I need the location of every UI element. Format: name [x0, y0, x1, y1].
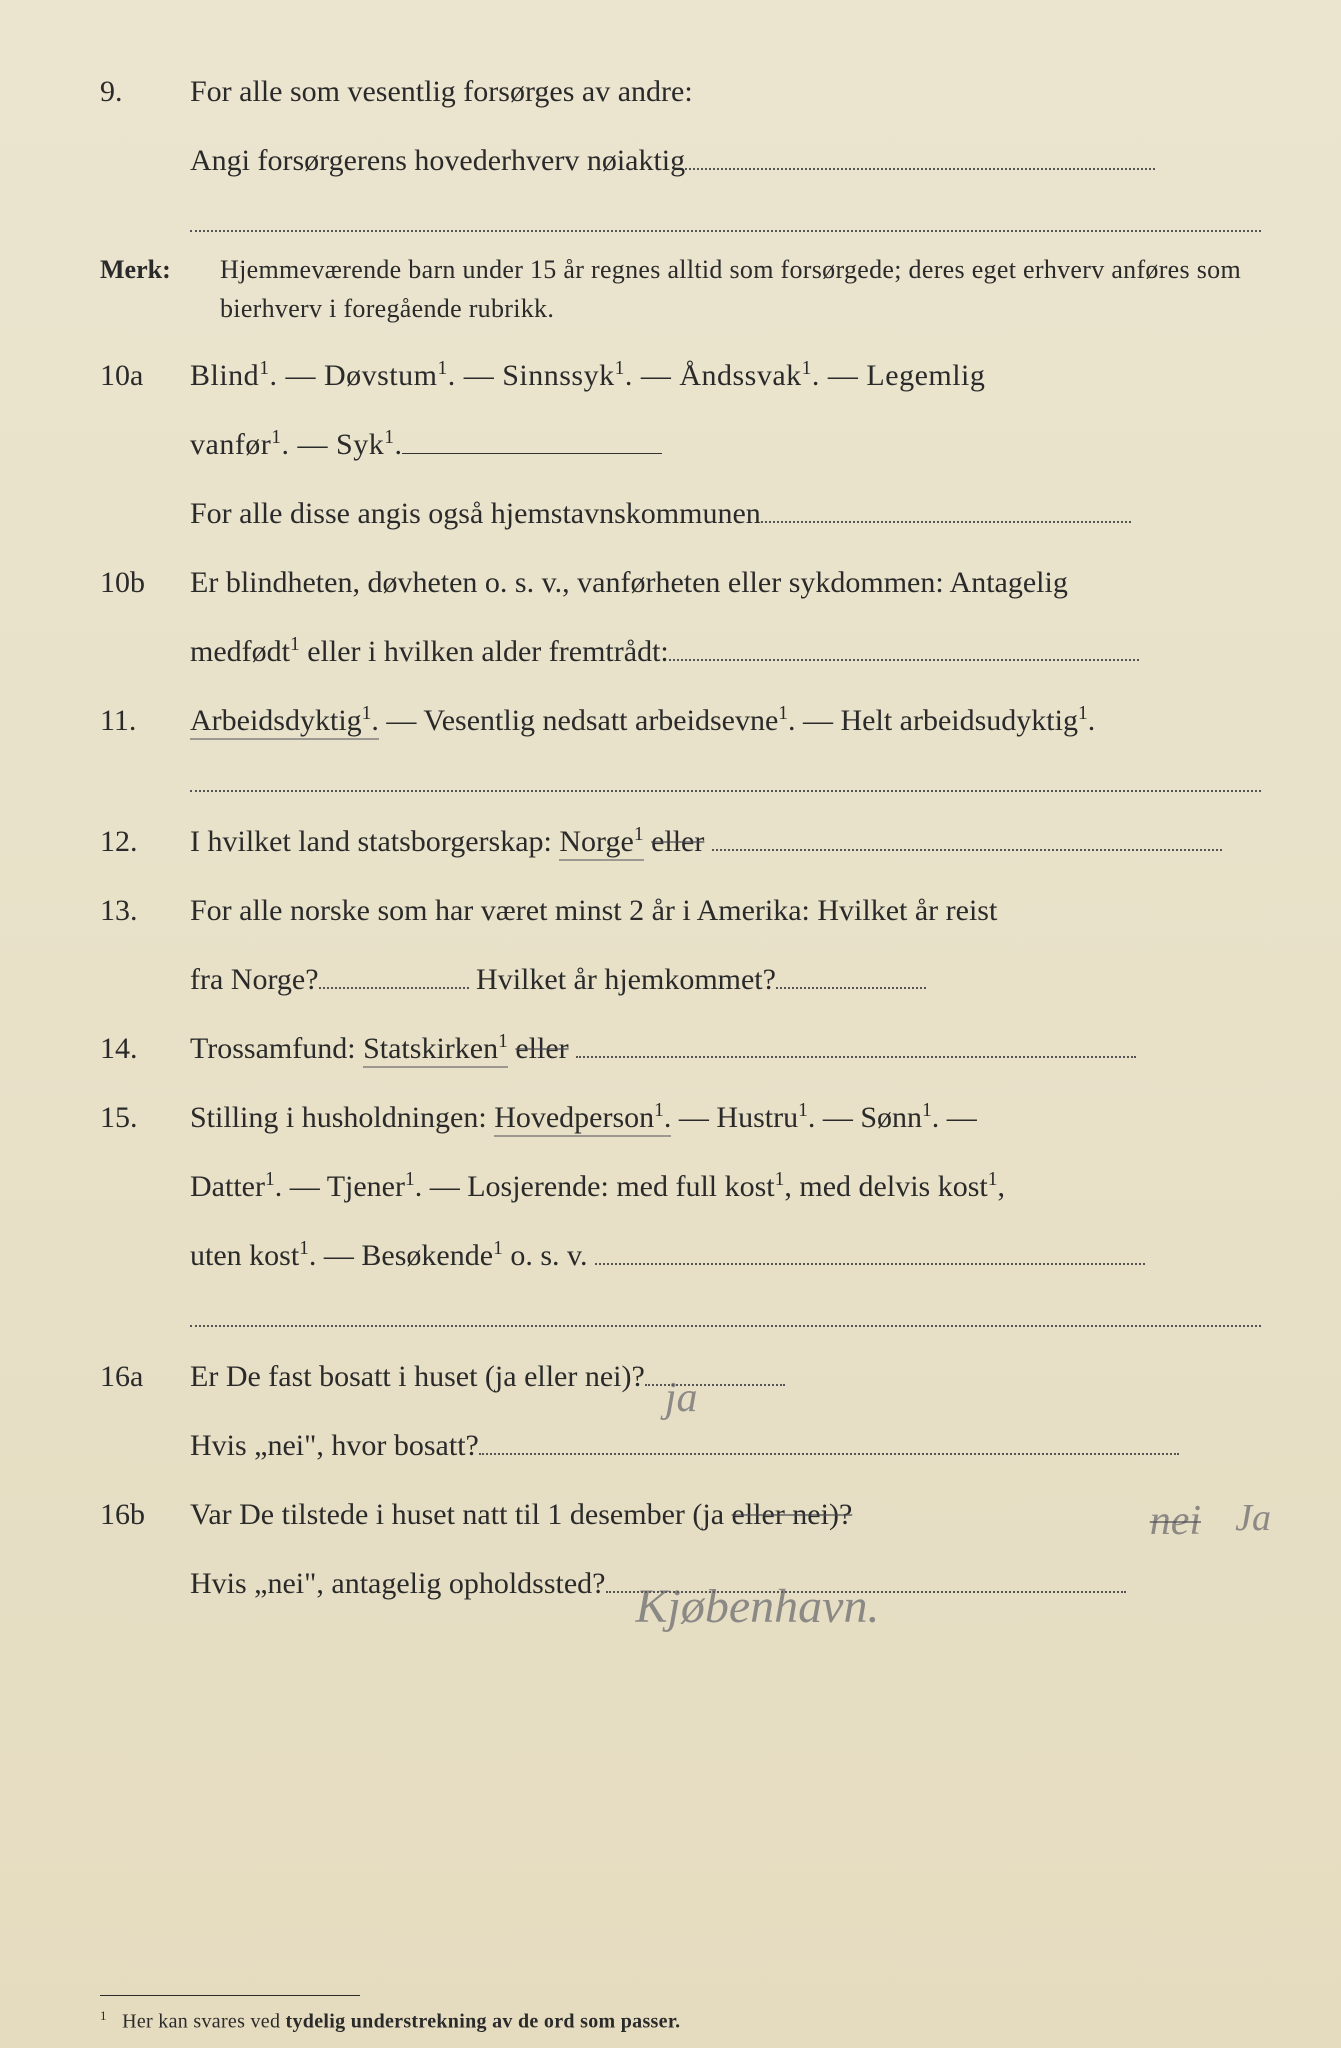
fill-line[interactable]: [576, 1056, 1136, 1058]
handwritten-answer: Kjøbenhavn.: [636, 1557, 880, 1658]
fill-line[interactable]: Kjøbenhavn.: [606, 1591, 1126, 1593]
fill-line[interactable]: [190, 764, 1261, 792]
handwritten-answer: ja: [665, 1354, 698, 1442]
fill-line[interactable]: [595, 1263, 1145, 1265]
merk-text: Hjemmeværende barn under 15 år regnes al…: [220, 250, 1261, 328]
q15-line2: Datter1. — Tjener1. — Losjerende: med fu…: [100, 1155, 1261, 1218]
q15-line3: uten kost1. — Besøkende1 o. s. v.: [100, 1224, 1261, 1287]
fill-line[interactable]: ja: [645, 1384, 785, 1386]
question-16b: 16b Var De tilstede i huset natt til 1 d…: [100, 1483, 1261, 1546]
q9-line1: For alle som vesentlig forsørges av andr…: [190, 60, 1261, 123]
opt-uten-kost[interactable]: uten kost1.: [190, 1239, 316, 1272]
opt-blind[interactable]: Blind1.: [190, 359, 277, 392]
opt-statskirken[interactable]: Statskirken1: [363, 1032, 508, 1068]
fill-line[interactable]: [190, 1299, 1261, 1327]
merk-label: Merk:: [100, 250, 220, 328]
q16a-number: 16a: [100, 1345, 190, 1408]
handwritten-answer-struck: nei: [1150, 1477, 1201, 1565]
opt-losjerende[interactable]: Losjerende: med full kost1: [467, 1170, 784, 1203]
opt-sinnssyk[interactable]: Sinnssyk1.: [502, 359, 633, 392]
question-12: 12. I hvilket land statsborgerskap: Norg…: [100, 810, 1261, 873]
question-15: 15. Stilling i husholdningen: Hovedperso…: [100, 1086, 1261, 1149]
q9-number: 9.: [100, 60, 190, 123]
q13-line2: fra Norge? Hvilket år hjemkommet?: [100, 948, 1261, 1011]
q14-number: 14.: [100, 1017, 190, 1080]
fill-line[interactable]: [190, 204, 1261, 232]
question-16a: 16a Er De fast bosatt i huset (ja eller …: [100, 1345, 1261, 1408]
opt-eller-struck: eller: [651, 825, 704, 858]
fill-line[interactable]: [761, 521, 1131, 523]
q9-line2: Angi forsørgerens hovederhverv nøiaktig: [190, 144, 685, 177]
fill-line[interactable]: [319, 987, 469, 989]
opt-dovstum[interactable]: Døvstum1.: [324, 359, 456, 392]
question-14: 14. Trossamfund: Statskirken1 eller: [100, 1017, 1261, 1080]
question-11: 11. Arbeidsdyktig1. — Vesentlig nedsatt …: [100, 689, 1261, 752]
opt-nedsatt[interactable]: Vesentlig nedsatt arbeidsevne1.: [423, 704, 795, 737]
fill-line[interactable]: [402, 453, 662, 454]
opt-besokende[interactable]: Besøkende1: [361, 1239, 502, 1272]
opt-syk[interactable]: Syk1.: [336, 428, 402, 461]
fill-line[interactable]: [776, 987, 926, 989]
q10a-number: 10a: [100, 344, 190, 407]
fill-line[interactable]: [685, 168, 1155, 170]
opt-sonn[interactable]: Sønn1.: [860, 1101, 939, 1134]
q15-number: 15.: [100, 1086, 190, 1149]
q16b-line2: Hvis „nei", antagelig opholdssted?Kjøben…: [100, 1552, 1261, 1615]
question-10b: 10b Er blindheten, døvheten o. s. v., va…: [100, 551, 1261, 614]
opt-tjener[interactable]: Tjener1.: [327, 1170, 423, 1203]
q11-number: 11.: [100, 689, 190, 752]
q13-line1: For alle norske som har været minst 2 år…: [190, 879, 1261, 942]
question-13: 13. For alle norske som har været minst …: [100, 879, 1261, 942]
opt-datter[interactable]: Datter1.: [190, 1170, 282, 1203]
opt-hovedperson[interactable]: Hovedperson1.: [494, 1101, 671, 1137]
q13-number: 13.: [100, 879, 190, 942]
struck-text: eller nei)?: [732, 1498, 853, 1531]
opt-andssvak[interactable]: Åndssvak1.: [679, 359, 820, 392]
fill-line[interactable]: [712, 849, 1222, 851]
merk-note: Merk: Hjemmeværende barn under 15 år reg…: [100, 250, 1261, 328]
fill-line[interactable]: [479, 1453, 1179, 1455]
opt-eller-struck: eller: [515, 1032, 568, 1065]
footnote: 1 Her kan svares ved tydelig understrekn…: [100, 2008, 1261, 2034]
opt-arbeidsdyktig[interactable]: Arbeidsdyktig1.: [190, 704, 379, 740]
q10a-line3: For alle disse angis også hjemstavnskomm…: [100, 482, 1261, 545]
q12-number: 12.: [100, 810, 190, 873]
opt-udyktig[interactable]: Helt arbeidsudyktig1.: [841, 704, 1096, 737]
q10b-line2: medfødt1 eller i hvilken alder fremtrådt…: [100, 620, 1261, 683]
q10b-line1: Er blindheten, døvheten o. s. v., vanfør…: [190, 551, 1261, 614]
question-10a: 10a Blind1. — Døvstum1. — Sinnssyk1. — Å…: [100, 344, 1261, 407]
q16b-number: 16b: [100, 1483, 190, 1546]
census-form-page: 9. For alle som vesentlig forsørges av a…: [0, 0, 1341, 2048]
q9-line2-row: Angi forsørgerens hovederhverv nøiaktig: [100, 129, 1261, 192]
q10b-number: 10b: [100, 551, 190, 614]
opt-hustru[interactable]: Hustru1.: [716, 1101, 815, 1134]
fill-line[interactable]: [669, 659, 1139, 661]
opt-legemlig[interactable]: Legemlig: [866, 359, 985, 392]
q10a-line2: vanfør1. — Syk1.: [100, 413, 1261, 476]
question-9: 9. For alle som vesentlig forsørges av a…: [100, 60, 1261, 123]
opt-vanfor[interactable]: vanfør1.: [190, 428, 290, 461]
handwritten-answer: Ja: [1235, 1479, 1271, 1559]
opt-norge[interactable]: Norge1: [559, 825, 643, 861]
footnote-rule: [100, 1995, 360, 1996]
